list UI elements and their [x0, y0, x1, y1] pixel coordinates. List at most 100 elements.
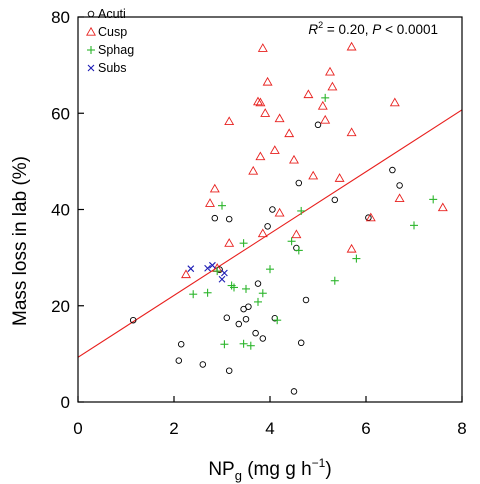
y-tick-label: 40 — [51, 201, 70, 220]
data-point-sphag — [258, 289, 267, 298]
data-point-cusp — [327, 81, 338, 91]
data-point-acuti — [177, 341, 185, 348]
legend-symbol — [87, 46, 95, 54]
data-point-cusp — [334, 173, 345, 182]
data-point-acuti — [175, 357, 183, 364]
data-point-sphag — [352, 254, 361, 263]
series-acuti — [129, 121, 403, 395]
data-point-sphag — [220, 340, 229, 349]
series-cusp — [181, 41, 448, 279]
data-point-sphag — [330, 276, 339, 285]
data-point-acuti — [295, 179, 303, 187]
data-point-acuti — [242, 315, 250, 323]
annotation-p-end: < 0.0001 — [381, 22, 438, 37]
legend: Acuti Cusp Sphag Subs — [86, 7, 134, 75]
data-point-acuti — [314, 121, 322, 129]
data-point-cusp — [269, 145, 280, 154]
data-point-subs — [209, 261, 216, 269]
x-tick-label: 2 — [169, 419, 178, 438]
data-point-acuti — [225, 367, 233, 374]
data-point-sphag — [203, 288, 212, 297]
annotation-p: P — [372, 22, 381, 37]
data-point-sphag — [287, 237, 296, 246]
data-point-cusp — [253, 96, 263, 106]
data-point-acuti — [389, 166, 396, 174]
x-axis-title-subscript: g — [235, 468, 242, 483]
plot-area — [78, 41, 462, 395]
annotation-r: R — [308, 22, 318, 37]
data-point-sphag — [297, 206, 306, 215]
legend-label-subs: Subs — [98, 61, 127, 75]
y-tick-label: 80 — [51, 8, 70, 27]
legend-symbol — [87, 64, 95, 72]
series-subs — [187, 261, 228, 283]
data-point-cusp — [257, 43, 268, 52]
data-point-cusp — [260, 108, 271, 117]
legend-symbol — [87, 10, 95, 18]
data-point-cusp — [291, 229, 302, 239]
data-point-acuti — [211, 214, 219, 222]
x-axis-title-end: ) — [325, 459, 331, 480]
data-point-cusp — [262, 76, 273, 86]
data-point-subs — [204, 264, 211, 272]
x-axis-title-units: (mg g h — [242, 459, 312, 480]
data-point-sphag — [218, 201, 226, 210]
data-point-sphag — [246, 341, 255, 350]
data-point-cusp — [248, 165, 259, 175]
data-point-acuti — [297, 339, 305, 347]
legend-marker-cusp — [86, 26, 96, 36]
x-tick-label: 0 — [73, 419, 82, 438]
y-axis-title: Mass loss in lab (%) — [10, 156, 31, 326]
x-axis-title-main: NP — [208, 459, 234, 480]
data-point-cusp — [437, 202, 448, 212]
data-point-cusp — [289, 154, 299, 164]
data-point-cusp — [317, 100, 328, 110]
x-axis-title: NPg (mg g h−1) — [208, 456, 331, 483]
data-point-cusp — [284, 128, 295, 138]
x-tick-label: 4 — [265, 419, 274, 438]
data-point-cusp — [325, 66, 335, 76]
data-point-sphag — [239, 239, 248, 248]
data-point-cusp — [303, 89, 314, 99]
legend-symbol — [86, 26, 96, 36]
legend-label-acuti: Acuti — [98, 7, 126, 21]
data-point-acuti — [302, 296, 310, 304]
data-point-subs — [187, 265, 195, 273]
legend-label-sphag: Sphag — [98, 43, 134, 57]
data-point-cusp — [181, 269, 191, 279]
data-point-cusp — [224, 116, 235, 126]
data-point-acuti — [223, 314, 231, 322]
data-point-subs — [218, 275, 226, 283]
series-sphag — [189, 93, 438, 350]
data-point-cusp — [274, 207, 285, 217]
data-point-sphag — [213, 267, 222, 276]
data-point-sphag — [266, 265, 274, 274]
data-point-acuti — [252, 329, 259, 337]
data-point-sphag — [189, 290, 198, 299]
data-point-sphag — [294, 246, 303, 255]
data-point-cusp — [209, 183, 220, 193]
data-point-acuti — [269, 206, 276, 213]
data-point-sphag — [410, 221, 418, 230]
regression-line — [78, 109, 462, 358]
data-point-cusp — [224, 238, 235, 247]
annotation-mid: = 0.20, — [323, 22, 372, 37]
data-point-cusp — [389, 97, 400, 107]
x-tick-label: 8 — [457, 419, 466, 438]
data-point-cusp — [205, 198, 215, 207]
data-point-sphag — [273, 316, 282, 325]
data-point-cusp — [346, 41, 357, 51]
data-point-acuti — [396, 182, 403, 189]
x-axis-title-superscript: −1 — [312, 456, 326, 470]
annotation-r-sup: 2 — [318, 20, 323, 30]
regression-annotation: R2 = 0.20, P < 0.0001 — [308, 20, 438, 37]
data-point-sphag — [239, 339, 248, 348]
data-point-cusp — [365, 212, 376, 222]
data-point-cusp — [274, 113, 285, 123]
data-point-acuti — [290, 388, 298, 395]
data-point-sphag — [321, 93, 330, 102]
data-point-cusp — [255, 151, 266, 161]
x-tick-label: 6 — [361, 419, 370, 438]
data-point-cusp — [394, 193, 405, 203]
